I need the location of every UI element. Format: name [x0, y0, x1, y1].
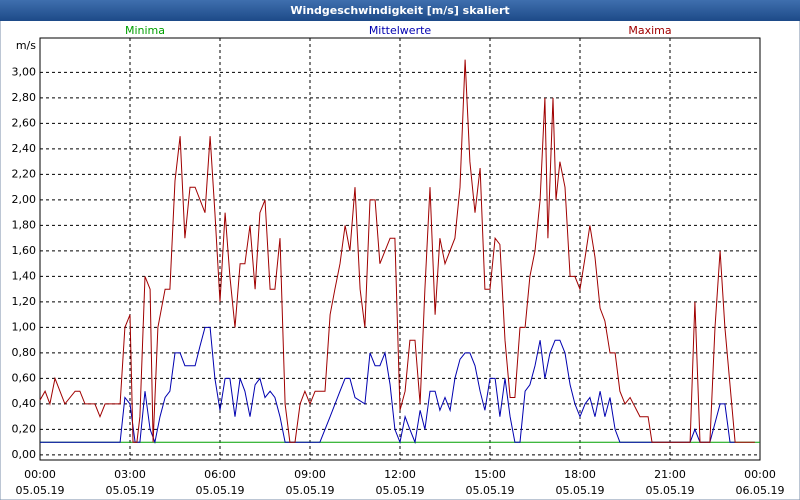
x-tick-label: 21:00 — [654, 468, 686, 481]
x-tick-date: 05.05.19 — [376, 484, 425, 497]
legend-label: Mittelwerte — [369, 24, 432, 37]
y-tick-label: 0,20 — [12, 422, 37, 435]
y-tick-label: 2,00 — [12, 193, 37, 206]
x-tick-label: 18:00 — [564, 468, 596, 481]
x-tick-date: 05.05.19 — [16, 484, 65, 497]
y-tick-label: 0,00 — [12, 448, 37, 461]
x-tick-label: 00:00 — [24, 468, 56, 481]
y-tick-label: 1,60 — [12, 244, 37, 257]
y-tick-label: 1,40 — [12, 269, 37, 282]
x-tick-date: 05.05.19 — [646, 484, 695, 497]
y-tick-label: 0,80 — [12, 346, 37, 359]
x-tick-date: 05.05.19 — [466, 484, 515, 497]
y-tick-label: 0,40 — [12, 397, 37, 410]
x-tick-date: 05.05.19 — [196, 484, 245, 497]
x-tick-date: 05.05.19 — [106, 484, 155, 497]
x-tick-label: 00:00 — [744, 468, 776, 481]
x-tick-label: 15:00 — [474, 468, 506, 481]
y-tick-label: 1,80 — [12, 218, 37, 231]
legend-label: Maxima — [628, 24, 671, 37]
x-tick-date: 06.05.19 — [736, 484, 785, 497]
data-line — [39, 59, 755, 443]
y-tick-label: 1,20 — [12, 295, 37, 308]
y-tick-label: 3,00 — [12, 65, 37, 78]
x-tick-label: 03:00 — [114, 468, 146, 481]
y-tick-label: 1,00 — [12, 320, 37, 333]
x-tick-date: 05.05.19 — [556, 484, 605, 497]
data-line — [40, 326, 736, 445]
chart-title: Windgeschwindigkeit [m/s] skaliert — [290, 4, 509, 17]
y-tick-label: 2,20 — [12, 167, 37, 180]
y-tick-label: 0,60 — [12, 371, 37, 384]
x-tick-date: 05.05.19 — [286, 484, 335, 497]
x-tick-label: 09:00 — [294, 468, 326, 481]
x-tick-label: 06:00 — [204, 468, 236, 481]
y-tick-label: 2,80 — [12, 91, 37, 104]
y-tick-label: 2,60 — [12, 116, 37, 129]
legend-label: Minima — [125, 24, 165, 37]
y-tick-label: 2,40 — [12, 142, 37, 155]
x-tick-label: 12:00 — [384, 468, 416, 481]
y-unit: m/s — [16, 39, 36, 52]
title-bar — [0, 0, 800, 21]
